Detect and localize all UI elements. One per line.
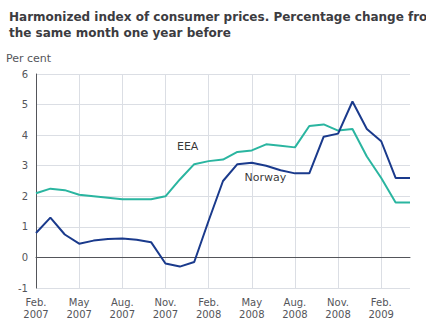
svg-text:2008: 2008 <box>282 309 307 320</box>
svg-text:Nov.: Nov. <box>327 297 349 308</box>
svg-text:Aug.: Aug. <box>111 297 134 308</box>
svg-text:1: 1 <box>22 221 28 232</box>
svg-text:Per cent: Per cent <box>6 52 52 65</box>
svg-text:2008: 2008 <box>325 309 350 320</box>
svg-text:the same month one year before: the same month one year before <box>9 26 231 40</box>
svg-text:Nov.: Nov. <box>155 297 177 308</box>
svg-text:-1: -1 <box>18 283 28 294</box>
svg-text:2009: 2009 <box>369 309 394 320</box>
svg-text:0: 0 <box>22 252 28 263</box>
svg-text:Aug.: Aug. <box>284 297 307 308</box>
svg-text:May: May <box>69 297 90 308</box>
svg-text:Norway: Norway <box>245 171 287 184</box>
svg-text:EEA: EEA <box>177 140 199 153</box>
svg-text:2007: 2007 <box>66 309 91 320</box>
svg-text:2008: 2008 <box>239 309 264 320</box>
svg-text:Feb.: Feb. <box>198 297 219 308</box>
svg-text:Feb.: Feb. <box>371 297 392 308</box>
svg-text:2007: 2007 <box>110 309 135 320</box>
svg-text:4: 4 <box>22 130 28 141</box>
svg-text:5: 5 <box>22 99 28 110</box>
svg-text:2: 2 <box>22 191 28 202</box>
svg-text:Harmonized index of consumer p: Harmonized index of consumer prices. Per… <box>9 10 426 24</box>
svg-text:2007: 2007 <box>23 309 48 320</box>
svg-text:3: 3 <box>22 160 28 171</box>
svg-text:6: 6 <box>22 69 28 80</box>
svg-text:May: May <box>241 297 262 308</box>
svg-text:Feb.: Feb. <box>26 297 47 308</box>
svg-text:2007: 2007 <box>153 309 178 320</box>
svg-text:2008: 2008 <box>196 309 221 320</box>
